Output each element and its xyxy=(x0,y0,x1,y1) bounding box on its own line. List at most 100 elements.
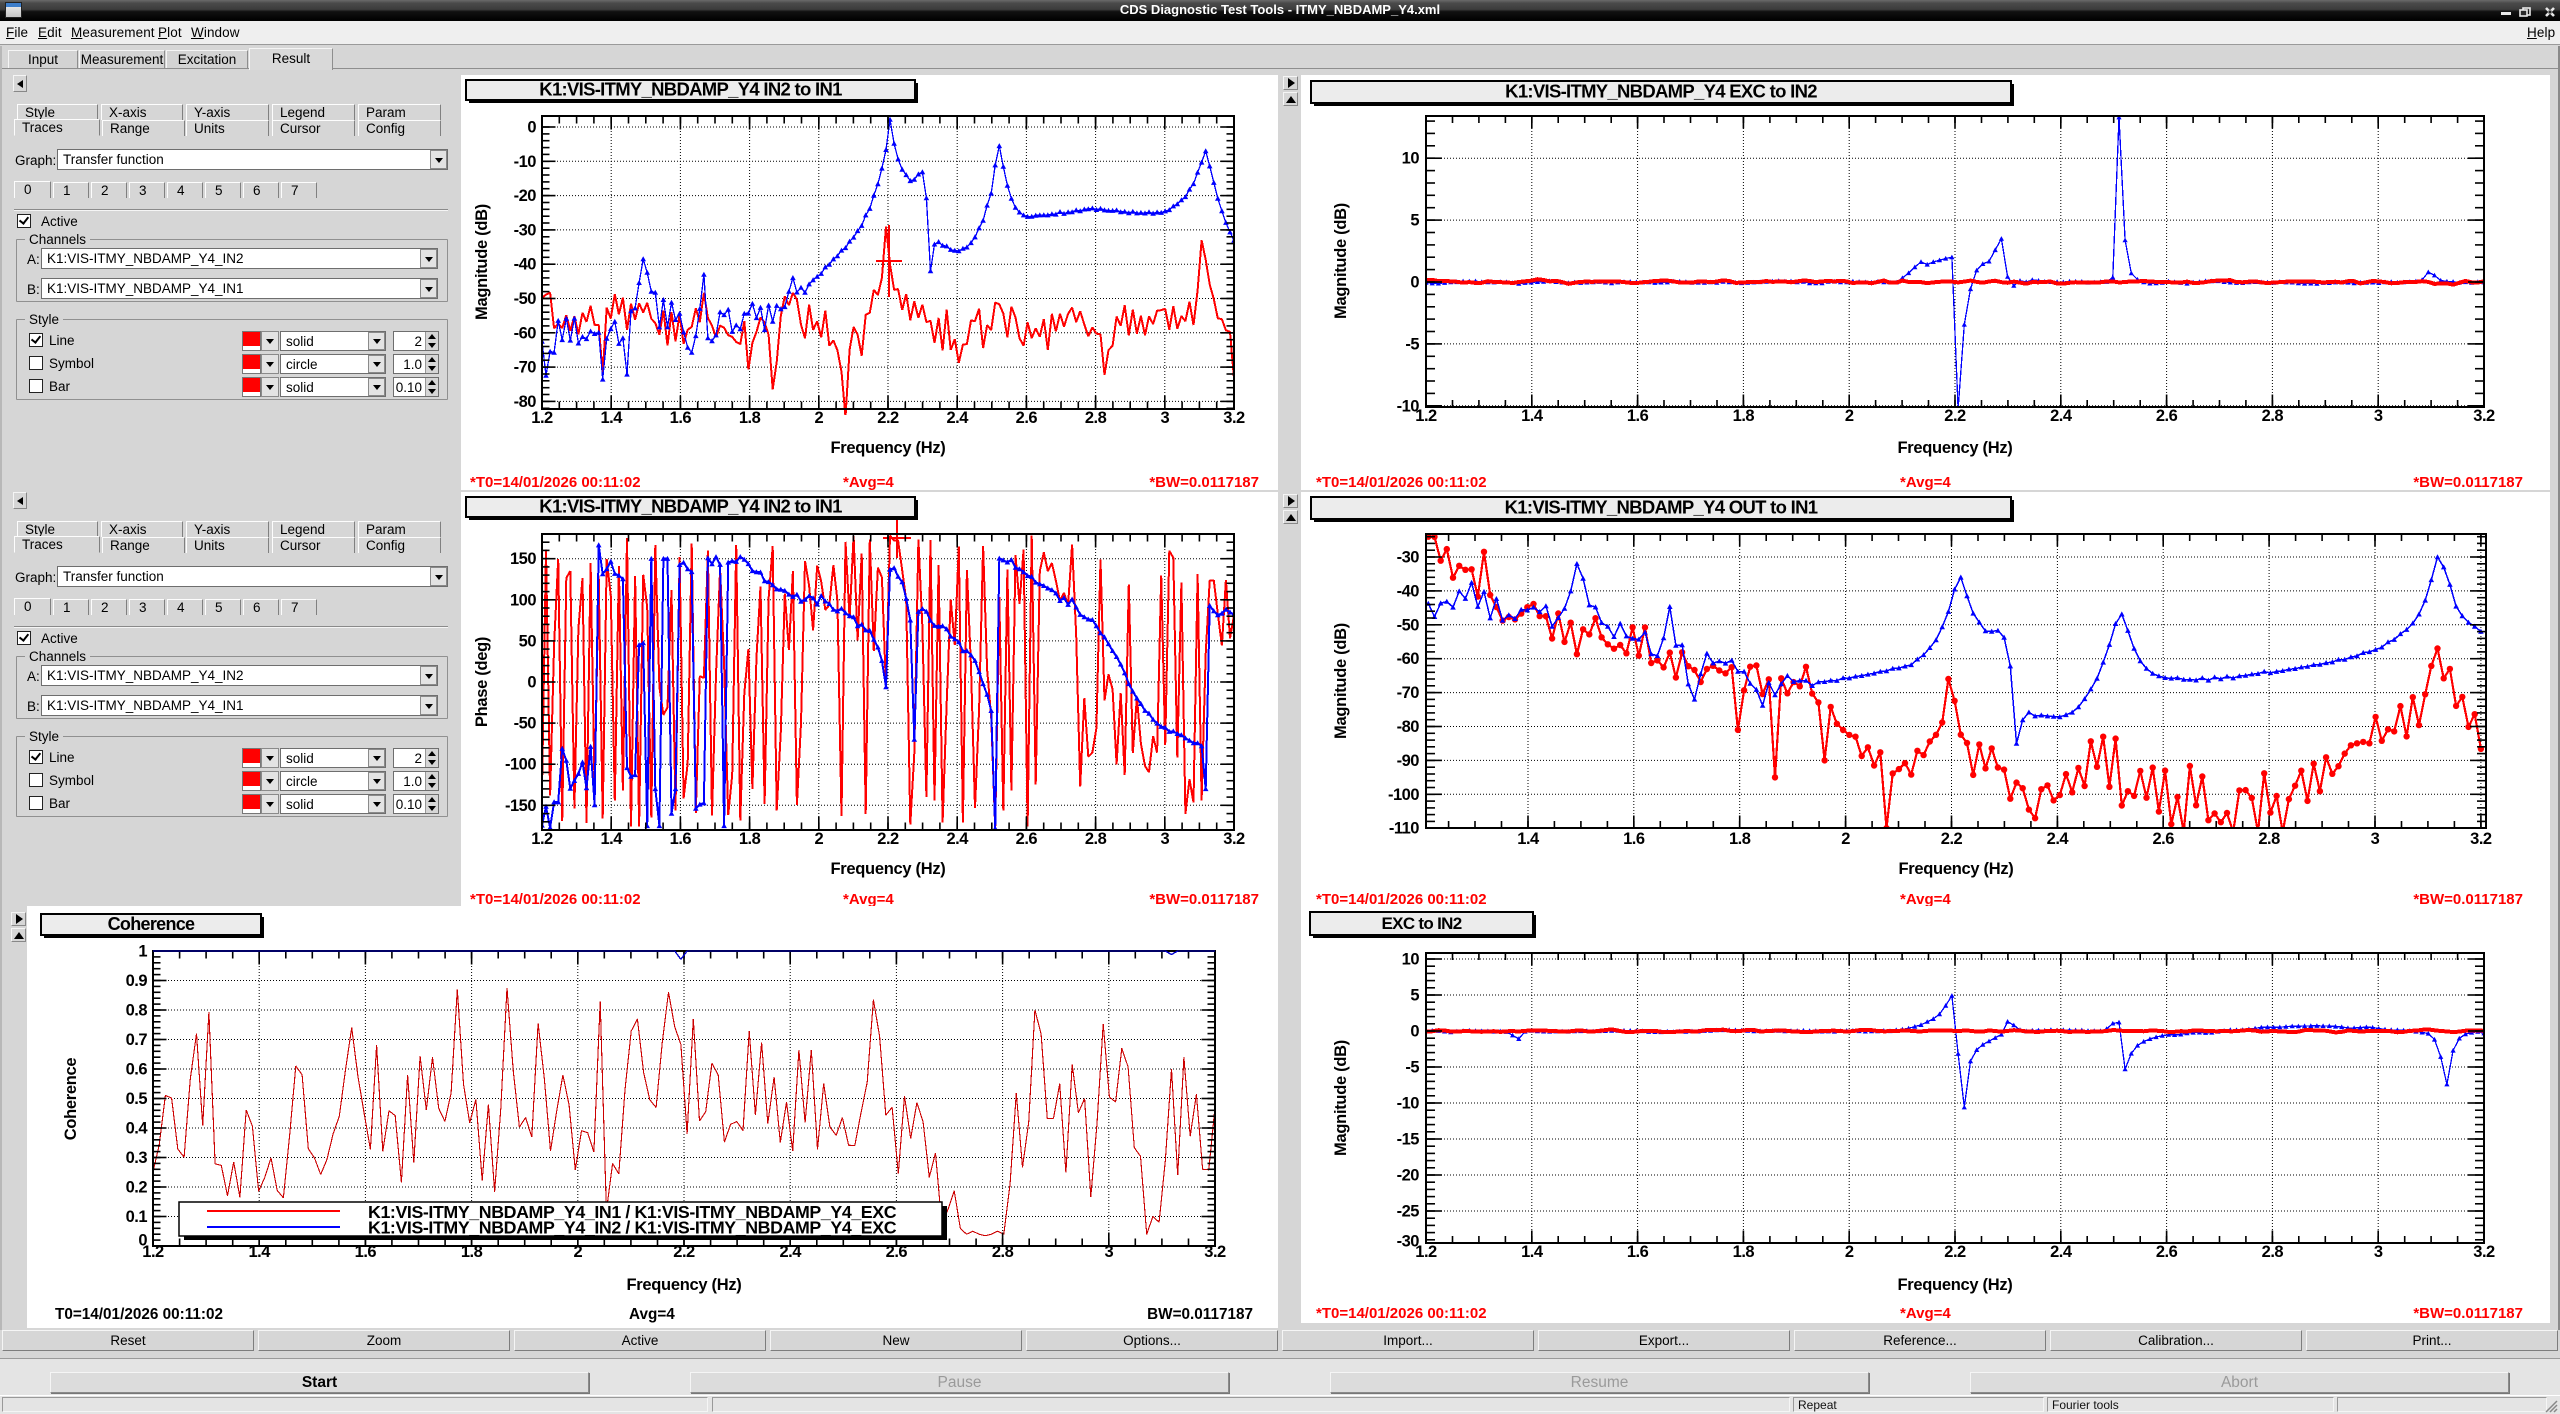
svg-text:150: 150 xyxy=(510,550,536,568)
svg-text:1.4: 1.4 xyxy=(600,830,623,848)
svg-text:-100: -100 xyxy=(1388,786,1419,804)
svg-text:1.4: 1.4 xyxy=(1517,830,1540,848)
svg-text:-30: -30 xyxy=(1397,549,1420,567)
svg-text:-80: -80 xyxy=(1397,718,1420,736)
svg-text:Magnitude (dB): Magnitude (dB) xyxy=(473,204,491,320)
svg-text:1.2: 1.2 xyxy=(531,409,553,427)
svg-text:2.8: 2.8 xyxy=(1085,409,1107,427)
svg-text:-10: -10 xyxy=(1397,1095,1420,1113)
svg-text:1.6: 1.6 xyxy=(670,830,692,848)
svg-text:2.8: 2.8 xyxy=(2262,407,2284,425)
svg-text:-30: -30 xyxy=(514,221,537,239)
svg-text:2: 2 xyxy=(1845,1243,1854,1261)
svg-text:1.8: 1.8 xyxy=(1733,1243,1755,1261)
svg-text:*BW=0.0117187: *BW=0.0117187 xyxy=(1149,891,1259,907)
svg-text:-50: -50 xyxy=(514,715,537,733)
svg-text:2: 2 xyxy=(814,830,823,848)
svg-text:0: 0 xyxy=(1410,1023,1419,1041)
svg-text:2.6: 2.6 xyxy=(1016,830,1038,848)
svg-text:2.8: 2.8 xyxy=(1085,830,1107,848)
svg-text:0: 0 xyxy=(527,674,536,692)
svg-text:0.8: 0.8 xyxy=(126,1002,148,1020)
svg-text:2.2: 2.2 xyxy=(1944,1243,1966,1261)
svg-text:2: 2 xyxy=(1841,830,1850,848)
svg-text:Frequency (Hz): Frequency (Hz) xyxy=(831,860,946,878)
svg-text:K1:VIS-ITMY_NBDAMP_Y4 IN2 to I: K1:VIS-ITMY_NBDAMP_Y4 IN2 to IN1 xyxy=(539,79,842,100)
svg-text:-60: -60 xyxy=(1397,650,1420,668)
svg-text:K1:VIS-ITMY_NBDAMP_Y4 OUT to I: K1:VIS-ITMY_NBDAMP_Y4 OUT to IN1 xyxy=(1505,497,1818,518)
svg-text:T0=14/01/2026 00:11:02: T0=14/01/2026 00:11:02 xyxy=(55,1306,223,1323)
svg-text:0: 0 xyxy=(138,1232,147,1250)
svg-text:K1:VIS-ITMY_NBDAMP_Y4_IN1 / K1: K1:VIS-ITMY_NBDAMP_Y4_IN1 / K1:VIS-ITMY_… xyxy=(368,1202,897,1222)
svg-text:1.8: 1.8 xyxy=(461,1243,483,1261)
svg-text:3.2: 3.2 xyxy=(2473,407,2495,425)
svg-text:Magnitude (dB): Magnitude (dB) xyxy=(1332,623,1350,739)
svg-text:2: 2 xyxy=(814,409,823,427)
svg-text:50: 50 xyxy=(519,632,537,650)
svg-text:-5: -5 xyxy=(1405,335,1419,353)
svg-text:-5: -5 xyxy=(1405,1059,1419,1077)
svg-text:3: 3 xyxy=(1160,830,1169,848)
svg-text:-10: -10 xyxy=(514,153,537,171)
svg-text:3: 3 xyxy=(1104,1243,1113,1261)
svg-text:1: 1 xyxy=(138,943,147,961)
svg-text:2.8: 2.8 xyxy=(2258,830,2280,848)
svg-text:-50: -50 xyxy=(514,290,537,308)
svg-text:Frequency (Hz): Frequency (Hz) xyxy=(627,1276,742,1294)
svg-text:*T0=14/01/2026 00:11:02: *T0=14/01/2026 00:11:02 xyxy=(470,474,641,490)
svg-text:2.2: 2.2 xyxy=(877,409,899,427)
svg-text:2.4: 2.4 xyxy=(2050,407,2073,425)
svg-text:-70: -70 xyxy=(1397,684,1420,702)
svg-text:3.2: 3.2 xyxy=(1223,830,1245,848)
svg-text:*Avg=4: *Avg=4 xyxy=(1900,1305,1951,1322)
svg-text:3: 3 xyxy=(2374,407,2383,425)
svg-text:1.4: 1.4 xyxy=(600,409,623,427)
svg-text:1.2: 1.2 xyxy=(531,830,553,848)
svg-text:2.2: 2.2 xyxy=(673,1243,695,1261)
svg-text:Frequency (Hz): Frequency (Hz) xyxy=(1898,439,2013,457)
svg-text:-15: -15 xyxy=(1397,1131,1420,1149)
svg-text:*Avg=4: *Avg=4 xyxy=(1900,474,1951,490)
svg-text:2.4: 2.4 xyxy=(779,1243,802,1261)
svg-text:2: 2 xyxy=(1845,407,1854,425)
svg-text:1.6: 1.6 xyxy=(670,409,692,427)
svg-text:*BW=0.0117187: *BW=0.0117187 xyxy=(2413,1305,2523,1322)
svg-text:Frequency (Hz): Frequency (Hz) xyxy=(1898,1276,2013,1294)
svg-text:2.8: 2.8 xyxy=(992,1243,1014,1261)
svg-text:*T0=14/01/2026 00:11:02: *T0=14/01/2026 00:11:02 xyxy=(1316,891,1487,907)
svg-text:1.4: 1.4 xyxy=(1521,407,1544,425)
svg-text:0.5: 0.5 xyxy=(126,1090,148,1108)
svg-text:-40: -40 xyxy=(514,256,537,274)
svg-text:2.4: 2.4 xyxy=(2047,830,2070,848)
svg-text:5: 5 xyxy=(1410,212,1419,230)
svg-text:2.8: 2.8 xyxy=(2262,1243,2284,1261)
svg-text:5: 5 xyxy=(1410,987,1419,1005)
svg-text:2.2: 2.2 xyxy=(877,830,899,848)
svg-text:0.1: 0.1 xyxy=(126,1208,148,1226)
svg-text:-10: -10 xyxy=(1397,397,1420,415)
svg-text:1.2: 1.2 xyxy=(1415,407,1437,425)
svg-text:*T0=14/01/2026 00:11:02: *T0=14/01/2026 00:11:02 xyxy=(470,891,641,907)
svg-text:3.2: 3.2 xyxy=(1223,409,1245,427)
svg-text:1.8: 1.8 xyxy=(739,830,761,848)
svg-text:2: 2 xyxy=(573,1243,582,1261)
svg-text:2.2: 2.2 xyxy=(1941,830,1963,848)
svg-text:0: 0 xyxy=(1410,274,1419,292)
svg-text:2.6: 2.6 xyxy=(2156,1243,2178,1261)
svg-text:0.3: 0.3 xyxy=(126,1149,148,1167)
svg-text:-20: -20 xyxy=(1397,1167,1420,1185)
svg-text:-25: -25 xyxy=(1397,1203,1420,1221)
svg-text:Frequency (Hz): Frequency (Hz) xyxy=(1899,860,2014,878)
svg-text:*T0=14/01/2026 00:11:02: *T0=14/01/2026 00:11:02 xyxy=(1316,474,1487,490)
svg-text:Coherence: Coherence xyxy=(62,1058,80,1141)
svg-text:Phase (deg): Phase (deg) xyxy=(473,637,491,727)
svg-text:*Avg=4: *Avg=4 xyxy=(843,474,894,490)
svg-text:1.8: 1.8 xyxy=(739,409,761,427)
svg-text:Magnitude (dB): Magnitude (dB) xyxy=(1332,203,1350,319)
svg-text:*BW=0.0117187: *BW=0.0117187 xyxy=(2413,474,2523,490)
svg-text:-100: -100 xyxy=(505,756,536,774)
svg-text:3: 3 xyxy=(2374,1243,2383,1261)
svg-text:0.2: 0.2 xyxy=(126,1179,148,1197)
svg-text:-110: -110 xyxy=(1389,820,1419,838)
svg-text:1.6: 1.6 xyxy=(355,1243,377,1261)
